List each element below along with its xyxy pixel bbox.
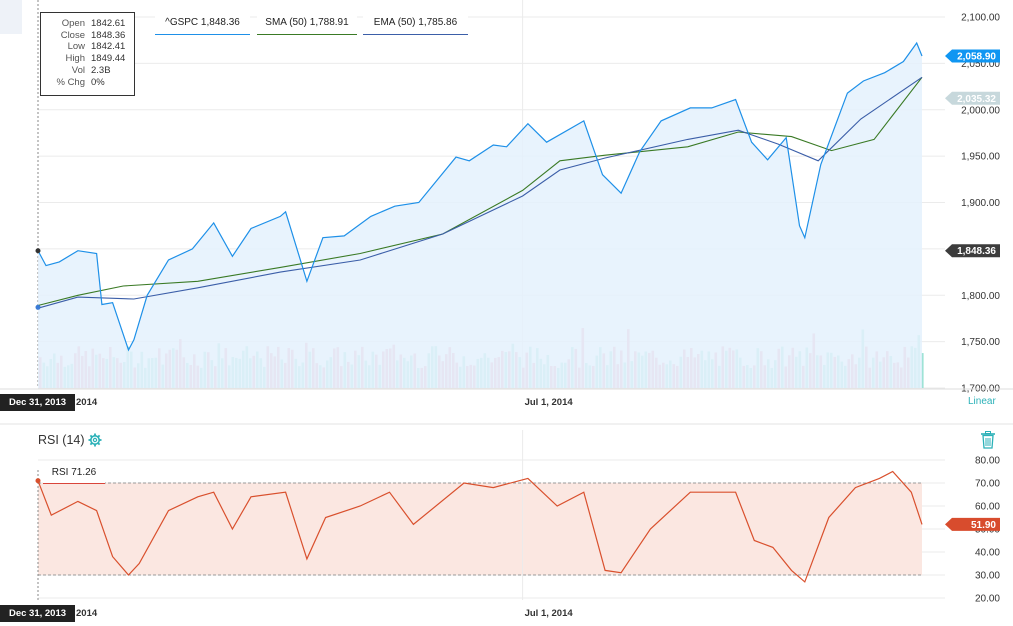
ohlc-row: Close 1848.36 xyxy=(41,30,134,42)
y-tick-label: 2,050.00 xyxy=(961,59,1000,70)
cursor-price-badge-shape xyxy=(945,244,1000,258)
y-tick-label: 1,950.00 xyxy=(961,152,1000,163)
ema-last-badge: 2,035.32 xyxy=(945,91,1000,105)
ohlc-value: 1842.41 xyxy=(91,41,126,53)
cursor-dot xyxy=(35,248,41,254)
ohlc-key: % Chg xyxy=(56,76,85,88)
legend-sma[interactable]: SMA (50) 1,788.91 xyxy=(257,12,357,35)
trash-icon[interactable] xyxy=(980,431,996,449)
rsi-last-badge-label: 51.90 xyxy=(971,520,996,531)
ohlc-row: Low 1842.41 xyxy=(41,41,134,53)
gear-icon[interactable] xyxy=(88,433,102,447)
rsi-title: RSI (14) xyxy=(38,433,85,447)
rsi-x-tick-label: Jul 1, 2014 xyxy=(525,608,574,619)
cursor-price-badge: 1,848.36 xyxy=(945,244,1000,258)
rsi-last-badge: 51.90 xyxy=(945,517,1000,531)
ema-last-badge-label: 2,035.32 xyxy=(957,94,996,105)
x-tick-label: 2014 xyxy=(76,397,98,408)
ohlc-key: Open xyxy=(61,18,85,29)
ohlc-tooltip: Open 1842.61 Close 1848.36 Low 1842.41 High 184… xyxy=(40,12,135,96)
rsi-y-tick-label: 60.00 xyxy=(975,502,1000,513)
scale-toggle[interactable]: Linear xyxy=(968,396,996,407)
rsi-y-tick-label: 80.00 xyxy=(975,456,1000,467)
ohlc-key: Low xyxy=(67,41,85,53)
volume-bar xyxy=(921,353,924,388)
rsi-y-tick-label: 40.00 xyxy=(975,548,1000,559)
last-price-badge: 2,058.90 xyxy=(945,49,1000,63)
price-line xyxy=(37,41,923,352)
rsi-y-tick-label: 30.00 xyxy=(975,571,1000,582)
rsi-cursor-date-badge: Dec 31, 2013 xyxy=(0,605,75,622)
rsi-legend[interactable]: RSI 71.26 xyxy=(43,463,105,484)
sma-line xyxy=(37,76,923,307)
ohlc-value: 1842.61 xyxy=(91,18,126,29)
y-tick-label: 1,900.00 xyxy=(961,198,1000,209)
rsi-x-tick-label: 2014 xyxy=(76,608,98,619)
ohlc-row: High 1849.44 xyxy=(41,53,134,65)
ohlc-value: 1848.36 xyxy=(91,29,126,41)
legend-gspc[interactable]: ^GSPC 1,848.36 xyxy=(155,12,250,35)
ohlc-key: High xyxy=(65,53,85,65)
price-area xyxy=(38,43,922,388)
ohlc-row: Open 1842.61 xyxy=(41,18,134,30)
rsi-cursor-dot xyxy=(35,478,41,484)
ohlc-value: 0% xyxy=(91,76,105,88)
x-tick-label: Jul 1, 2014 xyxy=(525,397,574,408)
ohlc-row: Vol 2.3B xyxy=(41,65,134,77)
ohlc-value: 2.3B xyxy=(91,64,111,76)
ohlc-key: Vol xyxy=(71,64,85,76)
rsi-line xyxy=(37,470,923,583)
rsi-band xyxy=(38,483,922,575)
last-price-badge-shape xyxy=(945,49,1000,63)
y-tick-label: 2,000.00 xyxy=(961,105,1000,116)
y-tick-label: 1,750.00 xyxy=(961,337,1000,348)
cursor-price-badge-label: 1,848.36 xyxy=(957,246,996,257)
cursor-date-badge: Dec 31, 2013 xyxy=(0,394,75,411)
cursor-dot xyxy=(35,304,41,310)
rsi-last-badge-shape xyxy=(945,517,1000,531)
ohlc-key: Close xyxy=(60,29,85,41)
rsi-y-tick-label: 20.00 xyxy=(975,594,1000,605)
ohlc-row: % Chg 0% xyxy=(41,77,134,89)
y-tick-label: 1,800.00 xyxy=(961,291,1000,302)
legend-ema[interactable]: EMA (50) 1,785.86 xyxy=(363,12,468,35)
ema-line xyxy=(37,76,923,309)
last-price-badge-label: 2,058.90 xyxy=(957,51,996,62)
y-tick-label: 2,100.00 xyxy=(961,13,1000,24)
ema-last-badge-shape xyxy=(945,91,1000,105)
rsi-y-tick-label: 70.00 xyxy=(975,479,1000,490)
top-left-corner xyxy=(0,0,22,34)
ohlc-value: 1849.44 xyxy=(91,53,126,65)
